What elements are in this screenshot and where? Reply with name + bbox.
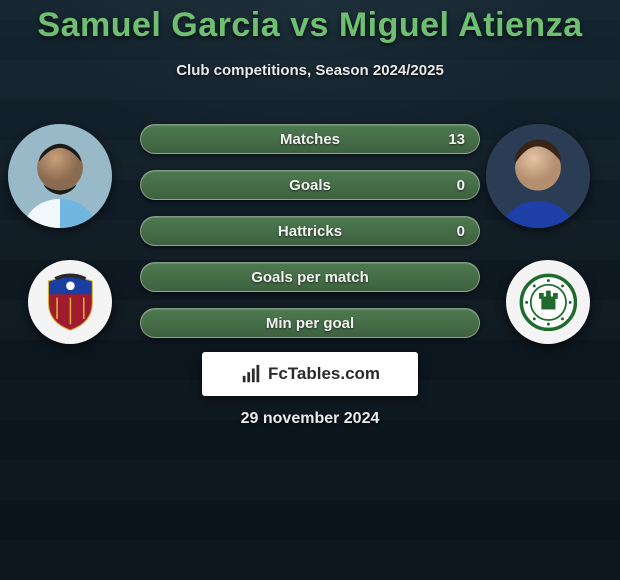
stat-right-value [451,263,479,291]
stat-right-value [451,309,479,337]
player-right-avatar [486,124,590,228]
stat-right-value: 13 [434,125,479,153]
stat-row: Goals per match [140,262,480,292]
stat-row: Min per goal [140,308,480,338]
stat-label: Goals [141,171,479,199]
stat-right-value: 0 [443,171,479,199]
club-right-crest [506,260,590,344]
stat-label: Goals per match [141,263,479,291]
person-icon [8,124,112,228]
stat-label: Min per goal [141,309,479,337]
club-left-crest [28,260,112,344]
stats-list: Matches 13 Goals 0 Hattricks 0 Goals per… [140,124,480,338]
date-text: 29 november 2024 [0,410,620,428]
brand-text: FcTables.com [268,364,380,384]
bar-chart-icon [240,363,262,385]
stat-right-value: 0 [443,217,479,245]
badge-icon [519,273,578,332]
subtitle: Club competitions, Season 2024/2025 [0,62,620,79]
stat-label: Matches [141,125,479,153]
comparison-card: Samuel Garcia vs Miguel Atienza Club com… [0,0,620,580]
stat-row: Matches 13 [140,124,480,154]
person-icon [486,124,590,228]
player-left-avatar [8,124,112,228]
page-title: Samuel Garcia vs Miguel Atienza [0,6,620,45]
shield-icon [41,273,100,332]
brand-link[interactable]: FcTables.com [202,352,418,396]
stat-row: Goals 0 [140,170,480,200]
stat-row: Hattricks 0 [140,216,480,246]
stat-label: Hattricks [141,217,479,245]
